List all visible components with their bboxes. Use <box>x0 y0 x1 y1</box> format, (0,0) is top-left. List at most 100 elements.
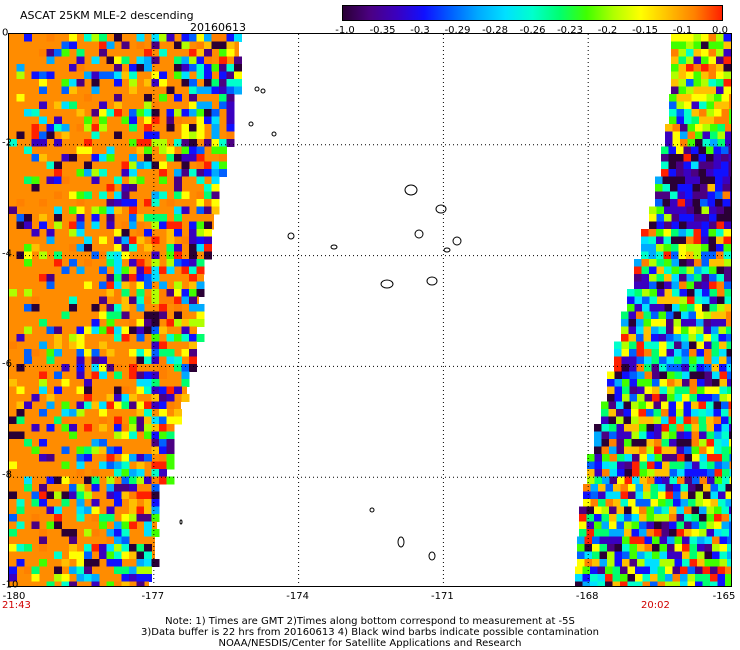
wind-cell <box>718 326 727 335</box>
wind-cell <box>673 334 682 342</box>
wind-cell <box>204 56 212 65</box>
wind-cell <box>644 544 653 552</box>
wind-cell <box>61 529 70 537</box>
wind-cell <box>622 544 630 552</box>
wind-cell <box>639 506 647 515</box>
wind-cell <box>644 341 652 350</box>
wind-cell <box>144 574 152 582</box>
wind-cell <box>671 86 679 95</box>
wind-cell <box>24 259 32 267</box>
wind-cell <box>676 529 685 537</box>
colorbar-tick-label: -0.15 <box>632 25 658 36</box>
wind-cell <box>181 259 190 267</box>
land-area <box>9 334 197 342</box>
wind-cell <box>114 416 122 425</box>
wind-cell <box>129 116 137 125</box>
wind-cell <box>631 506 640 515</box>
wind-cell <box>714 469 723 477</box>
wind-cell <box>674 386 683 395</box>
wind-cell <box>706 409 714 417</box>
wind-cell <box>641 229 649 237</box>
wind-cell <box>714 514 722 522</box>
wind-cell <box>196 64 205 72</box>
wind-cell <box>174 139 182 147</box>
wind-cell <box>31 109 40 117</box>
wind-cell <box>24 221 32 230</box>
wind-cell <box>701 274 710 282</box>
wind-cell <box>711 334 719 342</box>
wind-cell <box>61 379 70 387</box>
wind-cell <box>114 364 122 372</box>
wind-cell <box>714 431 722 440</box>
land-area <box>9 544 155 552</box>
wind-cell <box>151 334 160 342</box>
wind-cell <box>121 289 130 297</box>
wind-cell <box>688 491 696 500</box>
wind-cell <box>61 401 70 410</box>
wind-cell <box>114 296 122 305</box>
wind-cell <box>181 289 190 297</box>
wind-cell <box>151 131 160 140</box>
wind-cell <box>91 221 100 230</box>
wind-cell <box>151 266 160 275</box>
note-line-1: Note: 1) Times are GMT 2)Times along bot… <box>165 616 575 627</box>
wind-cell <box>121 266 130 275</box>
wind-cell <box>16 521 25 530</box>
wind-cell <box>114 229 122 237</box>
wind-cell <box>695 581 703 586</box>
wind-cell <box>226 49 235 57</box>
wind-cell <box>39 386 47 395</box>
wind-cell <box>181 79 190 87</box>
longitude-tick-label: -171 <box>431 591 454 602</box>
wind-cell <box>69 566 77 575</box>
wind-cell <box>724 296 731 305</box>
wind-cell <box>650 566 658 575</box>
wind-cell <box>695 124 703 132</box>
wind-cell <box>91 154 100 162</box>
wind-cell <box>159 94 167 102</box>
wind-cell <box>166 439 175 447</box>
wind-cell <box>654 506 662 515</box>
wind-cell <box>151 476 160 485</box>
wind-cell <box>144 56 152 65</box>
wind-cell <box>189 289 197 297</box>
wind-cell <box>706 169 714 177</box>
wind-cell <box>659 544 668 552</box>
wind-cell <box>707 191 716 200</box>
wind-cell <box>84 236 92 245</box>
wind-cell <box>114 491 122 500</box>
wind-cell <box>707 176 716 185</box>
wind-cell <box>106 146 115 155</box>
wind-cell <box>84 124 92 132</box>
wind-cell <box>659 379 668 387</box>
wind-cell <box>685 176 693 185</box>
wind-cell <box>54 101 62 110</box>
wind-cell <box>129 521 137 530</box>
wind-cell <box>695 574 703 582</box>
wind-cell <box>710 124 718 132</box>
wind-cell <box>602 476 610 485</box>
land-area <box>9 521 157 530</box>
wind-cell <box>9 574 17 582</box>
wind-cell <box>106 394 115 402</box>
wind-cell <box>39 49 47 57</box>
wind-cell <box>54 326 62 335</box>
wind-cell <box>698 409 707 417</box>
wind-cell <box>166 236 175 245</box>
wind-cell <box>204 109 212 117</box>
wind-cell <box>76 491 85 500</box>
wind-cell <box>159 176 167 185</box>
wind-cell <box>114 289 122 297</box>
wind-cell <box>39 214 47 222</box>
wind-cell <box>234 34 242 42</box>
wind-cell <box>129 476 137 485</box>
wind-cell <box>39 101 47 110</box>
wind-cell <box>709 281 717 290</box>
wind-cell <box>61 364 70 372</box>
wind-cell <box>76 364 85 372</box>
wind-cell <box>624 461 633 470</box>
wind-cell <box>594 439 602 447</box>
wind-cell <box>686 41 694 50</box>
wind-cell <box>166 221 175 230</box>
wind-cell <box>649 259 657 267</box>
